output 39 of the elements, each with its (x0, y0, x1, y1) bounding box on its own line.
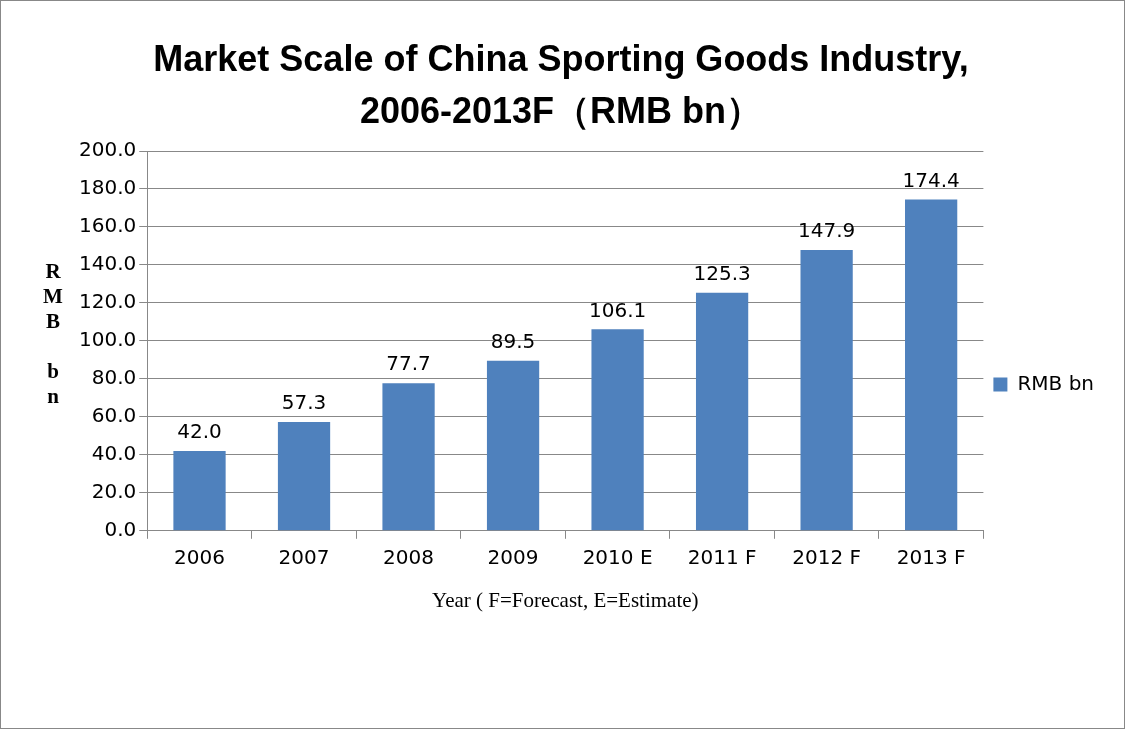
data-label: 106.1 (588, 297, 647, 322)
y-tick-label: 120.0 (78, 289, 137, 314)
x-tick-label: 2011 F (687, 545, 757, 569)
y-tick-label: 20.0 (91, 479, 137, 504)
x-tick-label: 2013 F (896, 545, 966, 569)
bar (800, 249, 853, 531)
y-tick-label: 60.0 (91, 403, 137, 428)
y-tick-label: 80.0 (91, 365, 137, 390)
text: RMB bn (43, 259, 63, 408)
y-tick-label: 40.0 (91, 441, 137, 466)
x-tick-label: 2006 (174, 545, 225, 569)
chart-title: Market Scale of China Sporting Goods Industry, 2006-2013F（RMB bn） (152, 37, 970, 133)
data-label: 174.4 (902, 167, 960, 192)
data-label: 125.3 (693, 261, 751, 286)
data-label: 89.5 (490, 329, 536, 354)
data-label: 57.3 (281, 390, 327, 415)
x-axis-title: Year ( F=Forecast, E=Estimate) (432, 587, 699, 612)
bar (173, 451, 226, 531)
y-tick-label: 160.0 (78, 213, 137, 238)
bar (591, 329, 644, 531)
y-tick-label: 100.0 (78, 327, 137, 352)
x-tick-label: 2009 (487, 545, 539, 569)
y-tick-label: 180.0 (78, 175, 137, 200)
bar (277, 421, 331, 531)
x-tick-label: 2010 E (582, 545, 653, 569)
bar (905, 199, 958, 531)
x-tick-label: 2012 F (792, 545, 861, 569)
y-tick-label: 140.0 (78, 251, 137, 276)
bar (695, 292, 749, 531)
x-tick-label: 2008 (383, 545, 434, 569)
x-tick-label: 2007 (278, 545, 330, 569)
y-tick-label: 0.0 (104, 517, 137, 541)
legend-label: RMB bn (1017, 370, 1095, 395)
bar (486, 360, 540, 531)
data-label: 42.0 (177, 419, 222, 444)
bar (382, 383, 435, 531)
data-label: 147.9 (797, 218, 856, 243)
y-tick-label: 200.0 (78, 137, 137, 162)
data-label: 77.7 (386, 351, 431, 376)
